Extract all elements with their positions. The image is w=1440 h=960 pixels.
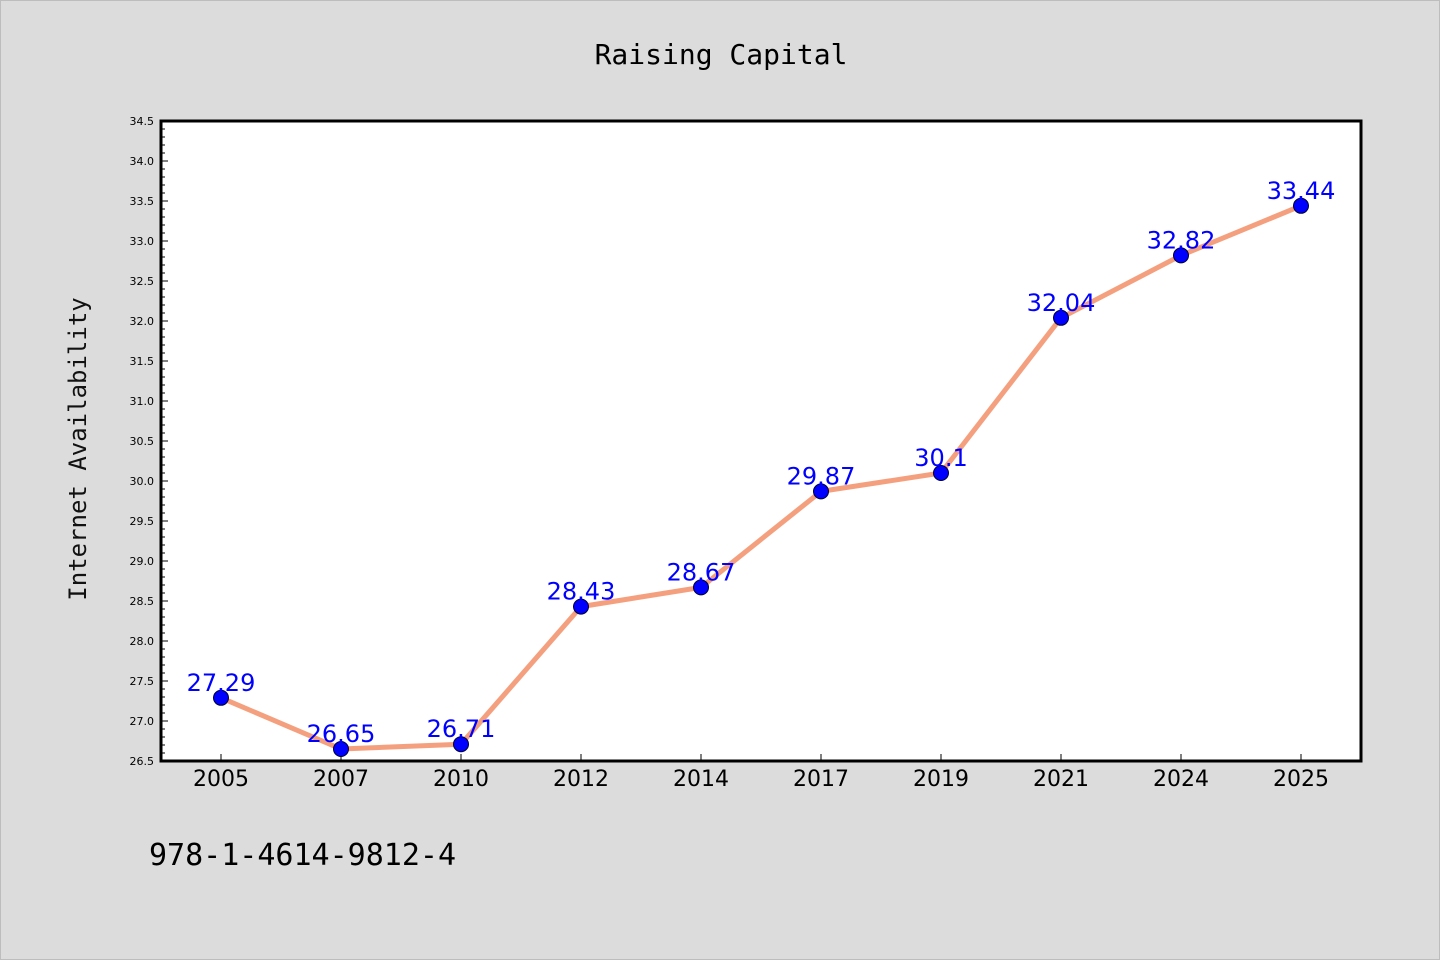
data-label: 28.43 (547, 578, 616, 606)
data-point (453, 736, 469, 753)
x-tick-label: 2010 (433, 767, 489, 792)
plot-area (159, 119, 1363, 763)
x-axis-ticks: 2005 2007 2010 2012 2014 2017 2019 2021 2024 2025 (193, 754, 1329, 792)
data-point (933, 465, 949, 481)
data-label: 26.71 (427, 715, 496, 743)
y-tick-label: 27.5 (130, 675, 155, 688)
y-tick-label: 34.5 (130, 115, 155, 128)
data-point (1173, 247, 1189, 264)
data-point (693, 579, 709, 596)
x-tick-label: 2019 (913, 767, 969, 792)
data-point (573, 598, 589, 615)
y-tick-label: 28.0 (130, 635, 155, 648)
y-tick-label: 34.0 (130, 155, 155, 168)
chart-title: Raising Capital (595, 38, 848, 71)
x-tick-label: 2024 (1153, 767, 1209, 792)
y-tick-label: 27.0 (130, 715, 155, 728)
data-label: 32.04 (1027, 289, 1096, 317)
x-tick-label: 2007 (313, 767, 369, 792)
x-tick-label: 2014 (673, 767, 729, 792)
data-label: 26.65 (307, 720, 376, 748)
y-tick-label: 28.5 (130, 595, 155, 608)
y-tick-label: 29.0 (130, 555, 155, 568)
data-point (1293, 197, 1309, 214)
data-labels: 27.29 26.65 26.71 28.43 28.67 29.87 30.1 32.04 3… (187, 177, 1336, 748)
data-point (213, 689, 229, 706)
y-axis-label: Internet Availability (64, 297, 92, 600)
series-line (218, 203, 1304, 752)
x-tick-label: 2017 (793, 767, 849, 792)
data-label: 27.29 (187, 669, 256, 697)
data-points (213, 197, 1309, 757)
y-tick-label: 30.0 (130, 475, 155, 488)
x-tick-label: 2025 (1273, 767, 1329, 792)
y-tick-label: 31.0 (130, 395, 155, 408)
footer-text: 978-1-4614-9812-4 (149, 838, 456, 873)
y-tick-label: 32.0 (130, 315, 155, 328)
data-point (1053, 309, 1069, 326)
y-tick-label: 29.5 (130, 515, 155, 528)
x-tick-label: 2021 (1033, 767, 1089, 792)
data-point (333, 741, 349, 757)
data-label: 32.82 (1147, 226, 1216, 254)
data-label: 29.87 (787, 462, 856, 490)
x-tick-label: 2012 (553, 767, 609, 792)
y-tick-label: 31.5 (130, 355, 155, 368)
y-axis-ticks: 26.5 27.0 27.5 28.0 28.5 29.0 29.5 30.0 30.5 31.0… (130, 115, 168, 768)
y-tick-label: 33.0 (130, 235, 155, 248)
data-label: 28.67 (667, 558, 736, 586)
data-label: 33.44 (1267, 177, 1336, 205)
y-tick-label: 30.5 (130, 435, 155, 448)
data-label: 30.1 (914, 444, 967, 472)
data-point (813, 483, 829, 500)
y-tick-label: 33.5 (130, 195, 155, 208)
x-tick-label: 2005 (193, 767, 249, 792)
y-tick-label: 26.5 (130, 755, 155, 768)
y-tick-label: 32.5 (130, 275, 155, 288)
